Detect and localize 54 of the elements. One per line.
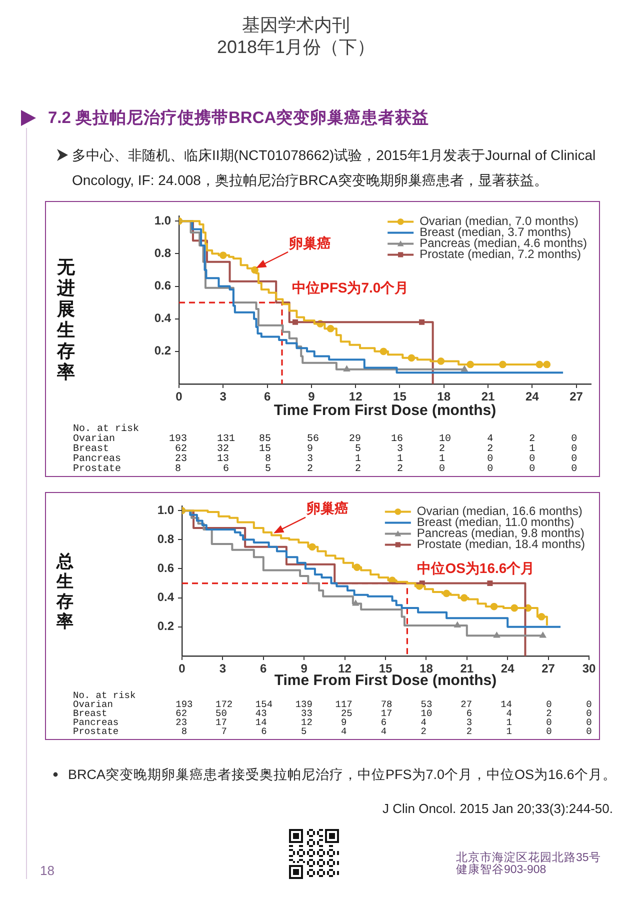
legend-label: Ovarian (median, 16.6 months) [416, 504, 582, 518]
x-tick-label: 27 [542, 662, 556, 676]
y-tick-label: 1.0 [154, 213, 172, 228]
y-tick-label: 0.2 [154, 344, 172, 358]
annotation: 卵巢癌 [306, 500, 349, 516]
text: 北京市海淀区花园北路35号 [456, 850, 601, 864]
text: Prostate 8 6 5 2 2 2 0 0 0 0 [73, 464, 578, 475]
x-tick-label: 27 [570, 390, 584, 404]
text: Pancreas 23 17 14 12 9 6 4 3 1 0 0 [73, 717, 592, 728]
y-tick-label: 0.2 [157, 619, 174, 634]
x-tick-label: 3 [219, 662, 226, 676]
x-tick-label: 21 [481, 390, 495, 404]
x-tick-label: 30 [582, 662, 596, 676]
x-tick-label: 3 [220, 390, 227, 404]
x-tick-label: 6 [264, 390, 271, 404]
x-tick-label: 0 [176, 390, 183, 404]
chart-subtitle: 多中心、非随机、临床II期(NCT01078662)试验，2015年1月发表于Journal of Clinical Oncology, IF: 24.008，奥拉帕尼治疗BRCA突变晚期卵巢癌患者，显著获益。 [72, 146, 597, 190]
text: 基因学术内刊 [242, 14, 350, 36]
text: Breast 62 50 43 33 25 17 10 6 4 2 0 [73, 708, 592, 719]
y-axis-title: 无进展生存率 [56, 257, 76, 383]
x-tick-label: 9 [308, 390, 316, 404]
text: Pancreas 23 13 8 3 1 1 1 0 0 0 [73, 454, 578, 465]
x-axis-title: Time From First Dose (months) [274, 402, 496, 420]
text: Ovarian 193 131 85 56 29 16 10 4 2 0 [73, 434, 578, 445]
y-axis-title: 总生存率 [56, 552, 74, 632]
x-tick-label: 18 [437, 390, 451, 404]
y-tick-label: 0.4 [154, 311, 172, 326]
annotation: 中位OS为16.6个月 [417, 560, 535, 576]
y-tick-label: 0.4 [157, 590, 174, 604]
x-tick-label: 6 [260, 662, 268, 676]
text: 健康智谷903-908 [456, 862, 546, 878]
text: 18 [40, 862, 54, 878]
y-tick-label: 0.8 [154, 246, 172, 260]
x-tick-label: 24 [525, 390, 540, 404]
text: BRCA突变晚期卵巢癌患者接受奥拉帕尼治疗，中位PFS为7.0个月，中位OS为16.6个月。 [68, 766, 616, 784]
annotation: 中位PFS为7.0个月 [292, 279, 409, 296]
text: No. at risk [73, 690, 136, 701]
legend-label: Ovarian (median, 7.0 months) [420, 214, 578, 228]
x-tick-label: 24 [500, 662, 515, 676]
x-tick-label: 12 [348, 390, 363, 404]
y-tick-label: 0.8 [157, 532, 174, 546]
y-tick-label: 0.6 [157, 561, 174, 576]
chart-title: 7.2 奥拉帕尼治疗使携带BRCA突变卵巢癌患者获益 [48, 108, 430, 128]
y-tick-label: 1.0 [157, 502, 174, 517]
text: No. at risk [73, 424, 140, 435]
text: 2018年1月份（下） [216, 36, 376, 58]
y-tick-label: 0.6 [154, 278, 172, 293]
text: Prostate 8 7 6 5 4 4 2 2 1 0 0 [73, 726, 592, 737]
text: Ovarian 193 172 154 139 117 78 53 27 14 0 0 [73, 699, 592, 710]
text: Breast 62 32 15 9 5 3 2 2 1 0 [73, 444, 578, 455]
x-tick-label: 15 [393, 390, 407, 404]
annotation: 卵巢癌 [288, 234, 332, 251]
text: J Clin Oncol. 2015 Jan 20;33(3):244-50. [382, 800, 613, 816]
x-tick-label: 0 [178, 662, 186, 676]
